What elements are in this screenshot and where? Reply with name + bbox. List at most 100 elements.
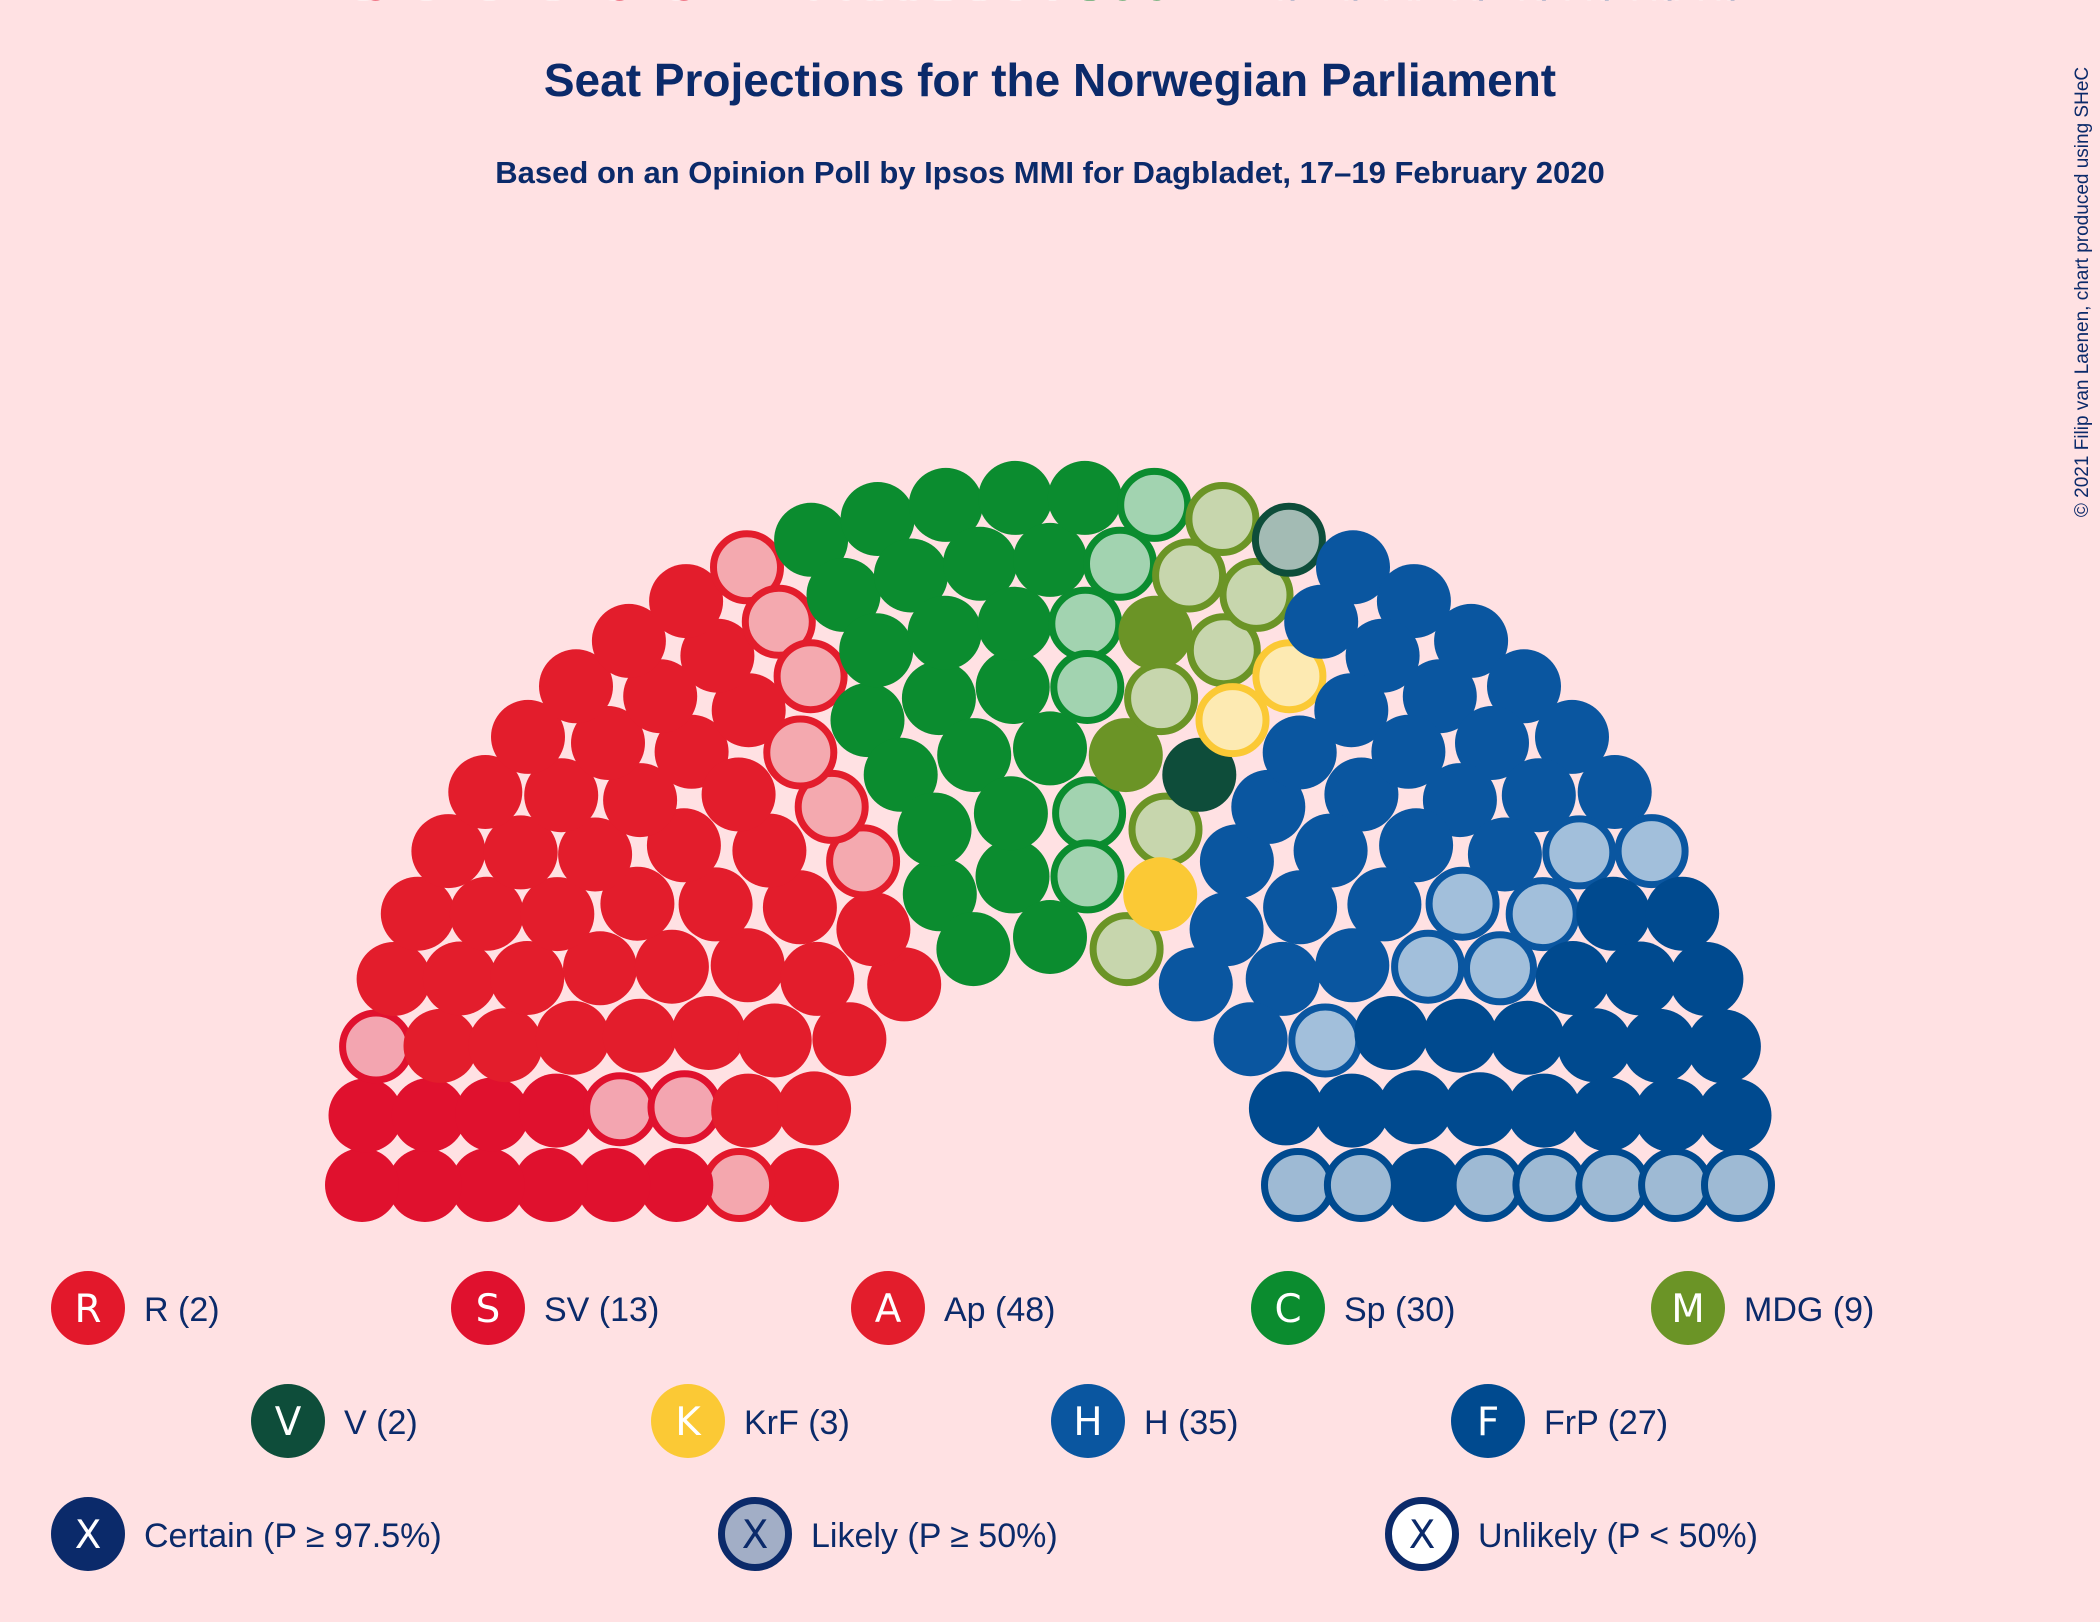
seat-a-certain: A [422,0,497,1016]
seat-h-certain: H [1379,0,1454,883]
seat-a-certain-circle [732,813,807,888]
seat-h-certain: H [1347,0,1422,942]
seat-f-certain-letter: F [1713,0,1735,10]
copyright-note: © 2021 Filip van Laenen, chart produced … [2072,67,2093,517]
seat-v-certain-letter: V [1186,0,1213,10]
seat-h-likely-circle [1288,1003,1363,1078]
seat-f-certain-circle [1314,1073,1389,1148]
seat-h-certain: H [1231,0,1306,844]
seat-a-certain-circle [411,814,486,889]
seat-f-certain-circle [1423,998,1498,1073]
seat-c-certain-letter: C [925,0,952,10]
seat-a-certain: A [524,0,599,833]
seat-h-certain-circle [1376,564,1451,639]
seat-a-likely-circle [773,639,848,714]
seat-c-certain: C [873,0,948,613]
seat-h-likely-circle [1391,929,1466,1004]
seat-a-likely-circle [710,530,784,605]
seat-f-likely-letter: F [1475,0,1497,10]
seat-s-certain-circle [391,1078,466,1152]
seat-s-certain: S [576,0,651,1222]
seat-a-likely-letter: A [766,0,793,10]
seat-a-likely: A [773,0,848,714]
seat-h-certain-circle [1263,870,1338,945]
seat-a-certain-letter: A [474,0,501,10]
seat-c-certain-letter: C [798,0,825,10]
seat-m-likely: M [1185,0,1260,556]
seat-c-certain-letter: C [961,0,988,10]
seat-f-certain: F [1576,0,1651,951]
seat-s-likely-letter: S [608,0,633,10]
seat-c-certain: C [975,0,1050,724]
seat-f-certain-letter: F [1602,0,1624,10]
seat-f-certain: F [1386,0,1461,1222]
legend-s-swatch-circle [451,1271,525,1345]
legend-c-swatch-circle [1251,1271,1325,1345]
seat-a-certain-circle [649,564,724,639]
seat-h-certain-circle [1487,649,1561,724]
seat-h-certain: H [1577,0,1652,829]
seat-c-likely-letter: C [1072,0,1099,10]
seat-a-certain-letter: A [671,0,698,10]
seat-a-certain-letter: A [678,0,705,10]
seat-c-certain-circle [1047,460,1122,535]
seat-a-likely-letter: A [787,0,814,10]
seat-h-certain-circle [1467,817,1542,892]
seat-a-certain-letter: A [624,0,651,10]
certainty-unlikely-swatch: X [1385,1497,1459,1571]
seat-a-certain-letter: A [548,0,575,10]
seat-h-certain-circle [1245,941,1320,1016]
seat-c-certain-circle [937,718,1012,793]
seat-s-certain: S [391,0,466,1152]
seat-f-certain-circle [1634,1078,1709,1152]
seat-r-likely-circle [702,1148,777,1222]
seat-a-certain: A [403,0,478,1083]
seat-f-certain-circle [1622,1008,1697,1083]
seat-c-certain: C [1013,0,1087,597]
seat-s-certain: S [450,0,525,1222]
seat-f-certain-circle [1490,1000,1565,1075]
seat-h-certain-circle [1314,673,1389,748]
seat-a-certain-circle [634,929,709,1004]
seat-h-certain-letter: H [1557,0,1586,10]
seat-c-certain: C [806,0,881,632]
seat-c-certain-circle [943,526,1017,601]
seat-a-certain-circle [535,1000,610,1075]
seat-h-certain-circle [1293,813,1368,888]
seat-m-likely: M [1124,0,1199,736]
seat-a-likely-letter: A [850,0,877,10]
seat-f-certain-letter: F [1404,0,1426,10]
seat-h-certain-letter: H [1370,0,1399,10]
seat-a-likely: A [741,0,816,659]
seat-f-certain: F [1669,0,1744,1016]
seat-f-likely-letter: F [1664,0,1686,10]
seat-a-likely: A [763,0,838,790]
seat-s-certain-circle [328,1078,403,1153]
legend-m-label: MDG (9) [1744,1291,1874,1329]
seat-h-likely: H [1391,0,1466,1004]
seat-h-certain-circle [1535,699,1609,774]
seat-c-certain-circle [897,792,972,867]
seat-a-certain-letter: A [563,0,590,10]
seat-h-certain-circle [1379,808,1454,883]
seat-a-certain-letter: A [787,0,814,10]
seat-a-certain: A [732,0,807,888]
seat-f-certain-letter: F [1449,0,1471,10]
seat-m-likely-circle [1186,613,1261,688]
seat-f-likely: F [1323,0,1398,1222]
legend-k-label: KrF (3) [744,1404,850,1442]
seat-a-certain: A [603,0,678,838]
seat-f-certain-circle [1576,876,1651,951]
seat-h-certain-letter: H [1212,0,1241,10]
seat-c-likely: C [1117,0,1192,542]
seat-c-certain-circle [863,737,938,812]
seat-a-certain-circle [520,877,595,952]
legend-h-label: H (35) [1144,1404,1238,1442]
seat-a-certain-letter: A [405,0,432,10]
seat-f-certain-letter: F [1629,0,1651,10]
seat-c-certain-letter: C [1071,0,1098,10]
seat-h-certain: H [1189,0,1264,967]
seat-a-certain-letter: A [514,0,541,10]
seat-c-certain: C [897,0,972,867]
seat-a-certain: A [680,0,755,693]
